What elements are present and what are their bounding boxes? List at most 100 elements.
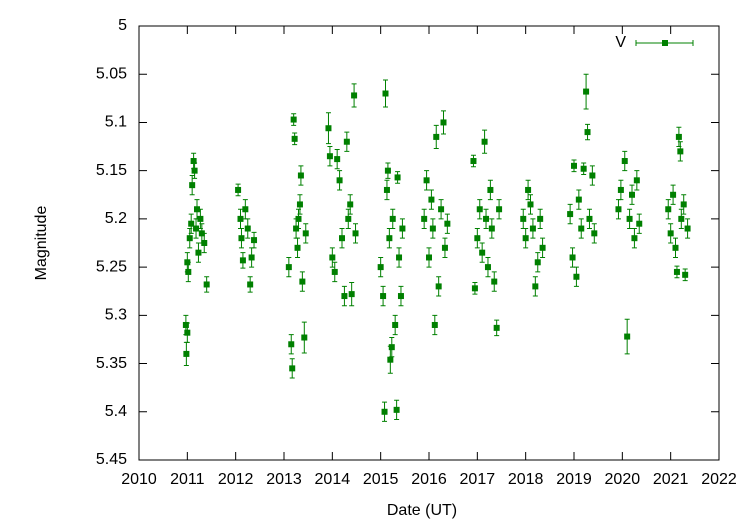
y-tick-label: 5.25 — [96, 258, 127, 275]
point — [189, 182, 196, 189]
x-tick-label: 2010 — [121, 471, 157, 488]
point — [377, 264, 384, 271]
point — [527, 201, 534, 208]
point — [382, 90, 389, 97]
point — [672, 244, 679, 251]
point — [291, 135, 298, 142]
point — [191, 167, 198, 174]
point — [438, 206, 445, 213]
point — [440, 119, 447, 126]
y-tick-label: 5.3 — [105, 307, 127, 324]
point — [481, 138, 488, 145]
point — [474, 235, 481, 242]
point — [238, 235, 245, 242]
x-tick-label: 2019 — [556, 471, 592, 488]
point — [182, 321, 189, 328]
point — [345, 215, 352, 222]
point — [484, 264, 491, 271]
point — [631, 235, 638, 242]
point — [195, 249, 202, 256]
point — [248, 254, 255, 261]
point — [331, 268, 338, 275]
point — [426, 254, 432, 261]
y-tick-label: 5.1 — [105, 114, 127, 131]
point — [193, 225, 200, 232]
y-tick-label: 5.35 — [96, 355, 127, 372]
point — [387, 356, 394, 363]
point — [584, 129, 591, 136]
point — [429, 225, 436, 232]
point — [294, 244, 301, 251]
point — [441, 244, 448, 251]
point — [624, 333, 631, 340]
point — [285, 264, 292, 271]
point — [539, 244, 546, 251]
point — [383, 186, 390, 193]
point — [617, 186, 624, 193]
point — [470, 158, 477, 165]
x-axis-label: Date (UT) — [387, 502, 457, 519]
point — [296, 201, 303, 208]
point — [396, 254, 403, 261]
point — [183, 350, 190, 357]
x-tick-label: 2016 — [411, 471, 447, 488]
point — [487, 186, 494, 193]
point — [297, 172, 304, 179]
point — [488, 225, 495, 232]
point — [325, 125, 332, 132]
point — [621, 158, 628, 165]
point — [583, 88, 590, 95]
point — [348, 291, 355, 298]
point — [670, 191, 677, 198]
point — [288, 341, 295, 348]
x-tick-label: 2011 — [170, 471, 205, 488]
point — [186, 235, 193, 242]
point — [347, 201, 354, 208]
y-tick-label: 5 — [118, 17, 127, 34]
x-tick-label: 2021 — [653, 471, 689, 488]
point — [665, 206, 672, 213]
point — [569, 254, 576, 261]
legend-label: V — [615, 34, 626, 51]
point — [578, 225, 585, 232]
point — [299, 278, 306, 285]
point — [667, 230, 674, 237]
point — [537, 215, 544, 222]
point — [471, 285, 478, 292]
point — [496, 206, 503, 213]
x-tick-label: 2018 — [508, 471, 544, 488]
point — [389, 215, 396, 222]
point — [352, 230, 359, 237]
point — [339, 235, 345, 242]
point — [197, 215, 204, 222]
point — [194, 206, 200, 213]
point — [203, 281, 210, 288]
legend-marker — [662, 40, 668, 46]
point — [529, 225, 536, 232]
y-tick-label: 5.2 — [105, 210, 127, 227]
point — [483, 215, 490, 222]
point — [239, 257, 246, 264]
point — [435, 283, 442, 290]
point — [629, 191, 635, 198]
x-tick-label: 2013 — [266, 471, 302, 488]
point — [431, 321, 438, 328]
point — [235, 186, 242, 193]
point — [290, 116, 297, 123]
point — [589, 172, 596, 179]
point — [525, 186, 532, 193]
point — [388, 344, 395, 351]
point — [615, 206, 622, 213]
point — [680, 201, 687, 208]
point — [636, 220, 643, 227]
point — [575, 196, 582, 203]
y-tick-label: 5.15 — [96, 162, 127, 179]
point — [421, 215, 428, 222]
point — [384, 167, 391, 174]
point — [586, 215, 593, 222]
point — [534, 259, 541, 266]
point — [242, 206, 249, 213]
y-tick-label: 5.4 — [105, 403, 127, 420]
point — [380, 293, 387, 300]
